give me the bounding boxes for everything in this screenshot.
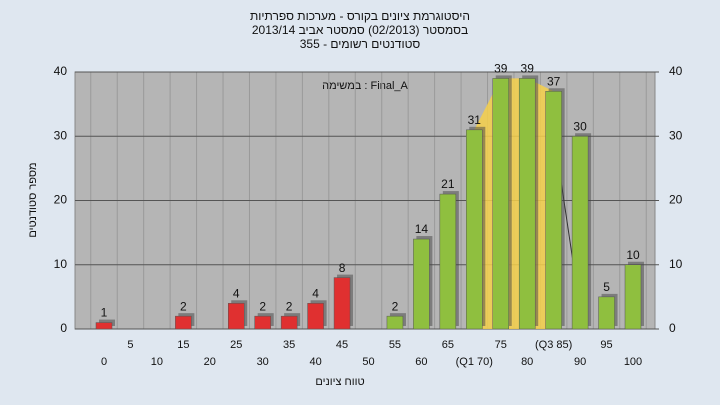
bar	[598, 296, 615, 330]
bar	[228, 303, 245, 330]
data-label: 10	[626, 248, 640, 262]
x-tick-label: 80	[521, 356, 533, 368]
bar	[254, 315, 271, 330]
x-tick-label: 75	[495, 339, 507, 351]
x-tick-label: 15	[177, 339, 189, 351]
y-tick-label: 40	[54, 64, 68, 78]
bar	[386, 315, 404, 330]
y-tick-label: 10	[54, 257, 68, 271]
x-tick-label: 55	[389, 339, 401, 351]
y-tick-label: 0	[60, 321, 67, 335]
quartile-band	[474, 78, 554, 329]
data-label: 1	[101, 306, 108, 320]
bar	[95, 322, 113, 330]
annotation: במשימה : Final_A	[322, 80, 408, 92]
data-label: 37	[547, 74, 561, 88]
x-tick-label: 60	[415, 356, 427, 368]
y2-tick-label: 0	[669, 321, 676, 335]
bar	[333, 277, 351, 330]
x-tick-label: 5	[127, 339, 133, 351]
data-label: 39	[494, 62, 508, 76]
y2-tick-label: 40	[669, 64, 683, 78]
bar	[413, 238, 430, 330]
x-tick-label: (Q3 85)	[535, 339, 572, 351]
data-label: 14	[415, 222, 429, 236]
data-label: 39	[521, 62, 535, 76]
x-tick-label: 50	[362, 356, 374, 368]
bar	[439, 193, 457, 330]
data-label: 2	[286, 299, 293, 313]
x-tick-label: 10	[151, 356, 163, 368]
data-label: 2	[259, 299, 266, 313]
x-tick-label: 30	[257, 356, 269, 368]
x-tick-label: 100	[624, 356, 642, 368]
bar	[624, 264, 642, 330]
y2-tick-label: 20	[669, 193, 683, 207]
data-label: 21	[441, 177, 455, 191]
data-label: 5	[603, 280, 610, 294]
bar	[307, 303, 324, 330]
data-label: 2	[392, 299, 399, 313]
chart-title: היסטוגרמת ציונים בקורס - מערכות ספרתיות	[250, 9, 470, 23]
data-label: 4	[312, 286, 319, 300]
y2-tick-label: 30	[669, 128, 683, 142]
x-tick-label: 25	[230, 339, 242, 351]
x-tick-label: 35	[283, 339, 295, 351]
x-tick-label: 40	[309, 356, 321, 368]
bar	[571, 136, 589, 330]
x-tick-label: (Q1 70)	[456, 356, 493, 368]
y-tick-label: 20	[54, 193, 68, 207]
bar	[518, 78, 536, 330]
data-label: 8	[339, 261, 346, 275]
data-label: 4	[233, 286, 240, 300]
x-tick-label: 65	[442, 339, 454, 351]
x-tick-label: 90	[574, 356, 586, 368]
bar	[280, 315, 298, 330]
data-label: 30	[573, 119, 587, 133]
bar	[466, 129, 483, 330]
x-tick-label: 0	[101, 356, 107, 368]
data-label: 31	[468, 113, 482, 127]
x-tick-label: 20	[204, 356, 216, 368]
bar	[492, 78, 509, 330]
x-axis-label: טווח ציונים	[315, 376, 364, 388]
data-label: 2	[180, 299, 187, 313]
bar	[175, 315, 192, 330]
x-tick-label: 45	[336, 339, 348, 351]
chart-subtitle: בסמסטר (02/2013) סמסטר אביב 2013/14	[252, 23, 468, 37]
x-tick-label: 95	[600, 339, 612, 351]
bar	[545, 91, 562, 330]
y2-tick-label: 10	[669, 257, 683, 271]
y-axis-label: מספר סטודנטים	[27, 162, 39, 237]
y-tick-label: 30	[54, 128, 68, 142]
chart-subtitle: 355 - סטודנטים רשומים	[300, 37, 421, 51]
